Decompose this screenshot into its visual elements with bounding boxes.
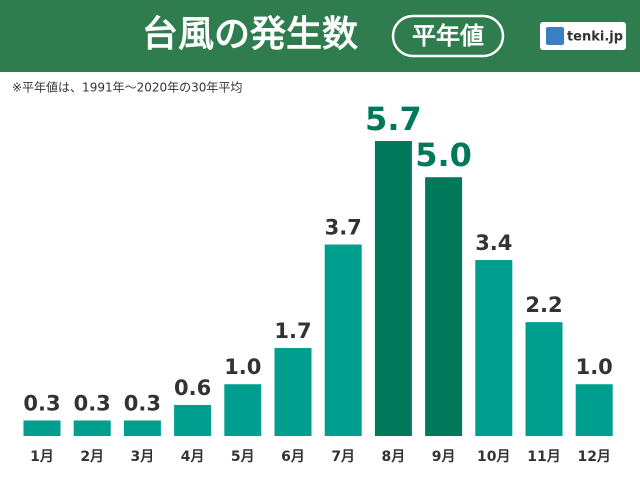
bar <box>274 348 312 436</box>
x-tick-label: 2月 <box>80 449 104 465</box>
badge-frame <box>391 14 505 58</box>
value-label: 3.4 <box>475 231 512 255</box>
badge: 平年値 <box>412 22 484 50</box>
value-label: 0.3 <box>23 391 60 415</box>
value-label: 0.6 <box>174 376 211 400</box>
bar <box>475 260 513 436</box>
bar <box>73 420 111 436</box>
header <box>0 0 640 72</box>
value-label: 1.7 <box>274 319 311 343</box>
x-tick-label: 10月 <box>477 449 510 465</box>
x-tick-label: 11月 <box>527 449 560 465</box>
value-label: 5.7 <box>365 100 422 138</box>
logo: tenki.jp <box>567 30 623 45</box>
bar <box>23 420 61 436</box>
x-tick-label: 6月 <box>281 449 305 465</box>
bar <box>575 384 613 436</box>
x-tick-label: 12月 <box>577 449 610 465</box>
x-tick-label: 5月 <box>231 449 255 465</box>
bar <box>123 420 161 436</box>
value-label: 0.3 <box>74 391 111 415</box>
x-tick-label: 9月 <box>432 449 456 465</box>
x-tick-label: 3月 <box>131 449 155 465</box>
bar <box>425 177 463 436</box>
chart-title: 台風の発生数 <box>142 14 358 55</box>
value-label: 5.0 <box>415 136 472 174</box>
note: ※平年値は、1991年～2020年の30年平均 <box>12 80 242 95</box>
logo-icon <box>546 27 564 45</box>
x-tick-label: 7月 <box>331 449 355 465</box>
bar <box>525 322 563 436</box>
value-label: 1.0 <box>576 355 613 379</box>
x-tick-label: 8月 <box>382 449 406 465</box>
bar <box>324 244 362 436</box>
x-tick-label: 4月 <box>181 449 205 465</box>
bar <box>374 141 412 436</box>
value-label: 2.2 <box>525 293 562 317</box>
value-label: 0.3 <box>124 391 161 415</box>
x-tick-label: 1月 <box>30 449 54 465</box>
value-label: 3.7 <box>325 216 362 240</box>
bar <box>174 404 212 436</box>
bar <box>224 384 262 436</box>
value-label: 1.0 <box>224 355 261 379</box>
